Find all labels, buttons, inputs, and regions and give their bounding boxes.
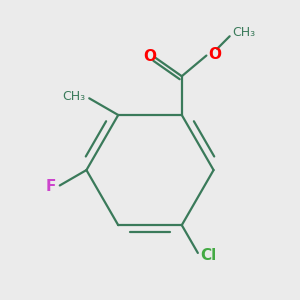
Text: O: O (208, 47, 221, 62)
Text: Cl: Cl (200, 248, 217, 263)
Text: O: O (144, 49, 157, 64)
Text: CH₃: CH₃ (232, 26, 256, 39)
Text: CH₃: CH₃ (62, 91, 85, 103)
Text: F: F (45, 179, 56, 194)
